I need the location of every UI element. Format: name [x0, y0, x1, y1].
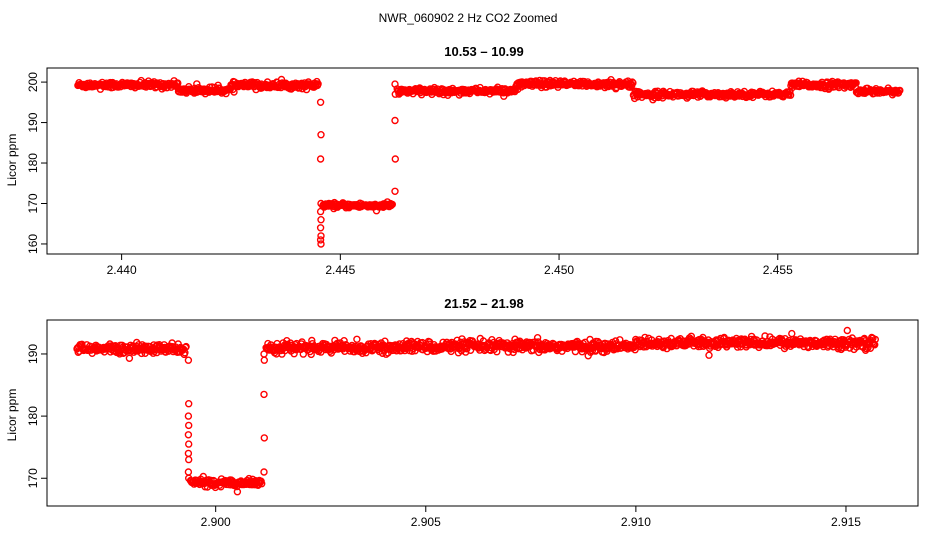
panel-bottom-x-axis: 2.900 2.905 2.910 2.915	[201, 505, 861, 529]
data-point	[316, 236, 325, 244]
data-point	[641, 333, 649, 342]
data-point	[184, 412, 193, 420]
data-point	[629, 79, 637, 87]
x-tick-label: 2.440	[107, 263, 137, 277]
data-point	[317, 232, 325, 240]
y-tick-label: 190	[26, 344, 40, 364]
data-point	[184, 474, 193, 482]
data-point	[182, 342, 190, 351]
x-tick-label: 2.455	[763, 263, 793, 277]
data-point	[391, 80, 399, 88]
y-tick-label: 200	[26, 72, 40, 92]
x-tick-label: 2.900	[201, 515, 231, 529]
data-point	[260, 434, 268, 442]
y-tick-label: 170	[26, 468, 40, 488]
panel-bottom-title: 21.52 – 21.98	[444, 296, 524, 311]
data-point	[761, 332, 769, 340]
data-point	[314, 80, 322, 88]
data-point	[533, 334, 542, 342]
data-point	[317, 240, 325, 248]
y-tick-label: 180	[26, 153, 40, 173]
data-point	[896, 86, 904, 95]
data-point	[316, 155, 325, 163]
data-point	[843, 326, 851, 335]
data-point	[307, 350, 315, 359]
y-tick-label: 190	[26, 112, 40, 132]
x-tick-label: 2.905	[411, 515, 441, 529]
data-point	[184, 468, 193, 476]
data-point	[317, 199, 325, 208]
data-point	[391, 90, 399, 98]
data-point	[353, 335, 361, 343]
panel-bottom: 21.52 – 21.98 Licor ppm 2.900 2.905 2.910 2…	[5, 296, 919, 529]
panel-top: 10.53 – 10.99 Licor ppm 2.440 2.445 2.450 2…	[5, 44, 919, 277]
data-point	[260, 356, 268, 364]
data-point	[299, 350, 307, 358]
data-point	[184, 356, 193, 364]
x-tick-label: 2.450	[544, 263, 574, 277]
y-tick-label: 180	[26, 406, 40, 426]
panel-top-x-axis: 2.440 2.445 2.450 2.455	[107, 253, 793, 277]
data-point	[588, 346, 597, 355]
data-point	[871, 335, 879, 344]
data-point	[388, 200, 396, 209]
data-point	[852, 79, 860, 87]
data-point	[316, 207, 325, 216]
data-point	[184, 431, 193, 439]
panel-top-y-axis: 160 170 180 190 200	[26, 72, 48, 254]
data-point	[316, 224, 325, 232]
data-point	[125, 354, 134, 362]
data-point	[184, 455, 193, 464]
data-point	[260, 390, 268, 399]
data-point	[571, 347, 580, 356]
data-point	[316, 98, 325, 107]
data-point	[391, 187, 399, 196]
data-point	[788, 329, 796, 338]
figure-suptitle: NWR_060902 2 Hz CO2 Zoomed	[379, 11, 558, 25]
data-point	[317, 215, 325, 224]
panel-bottom-y-axis: 170 180 190	[26, 344, 48, 488]
data-point	[184, 421, 193, 430]
data-point	[184, 400, 193, 408]
data-point	[233, 488, 242, 496]
x-tick-label: 2.910	[621, 515, 651, 529]
data-point	[184, 440, 193, 448]
data-point	[391, 155, 399, 163]
y-tick-label: 160	[26, 234, 40, 254]
data-point	[381, 337, 389, 345]
data-point	[786, 91, 795, 99]
data-point	[705, 351, 713, 359]
panel-top-title: 10.53 – 10.99	[444, 44, 524, 59]
data-point	[260, 468, 268, 476]
data-point	[391, 116, 399, 125]
data-point	[317, 130, 325, 139]
x-tick-label: 2.445	[325, 263, 355, 277]
panel-bottom-ylabel: Licor ppm	[5, 389, 19, 442]
data-point	[258, 480, 266, 488]
x-tick-label: 2.915	[831, 515, 861, 529]
data-point	[308, 336, 316, 345]
data-point	[193, 80, 201, 88]
panel-bottom-points	[73, 326, 879, 496]
panel-top-ylabel: Licor ppm	[5, 134, 19, 187]
panel-top-points	[74, 75, 904, 248]
data-point	[184, 449, 193, 458]
data-point	[260, 350, 268, 358]
y-tick-label: 170	[26, 193, 40, 213]
